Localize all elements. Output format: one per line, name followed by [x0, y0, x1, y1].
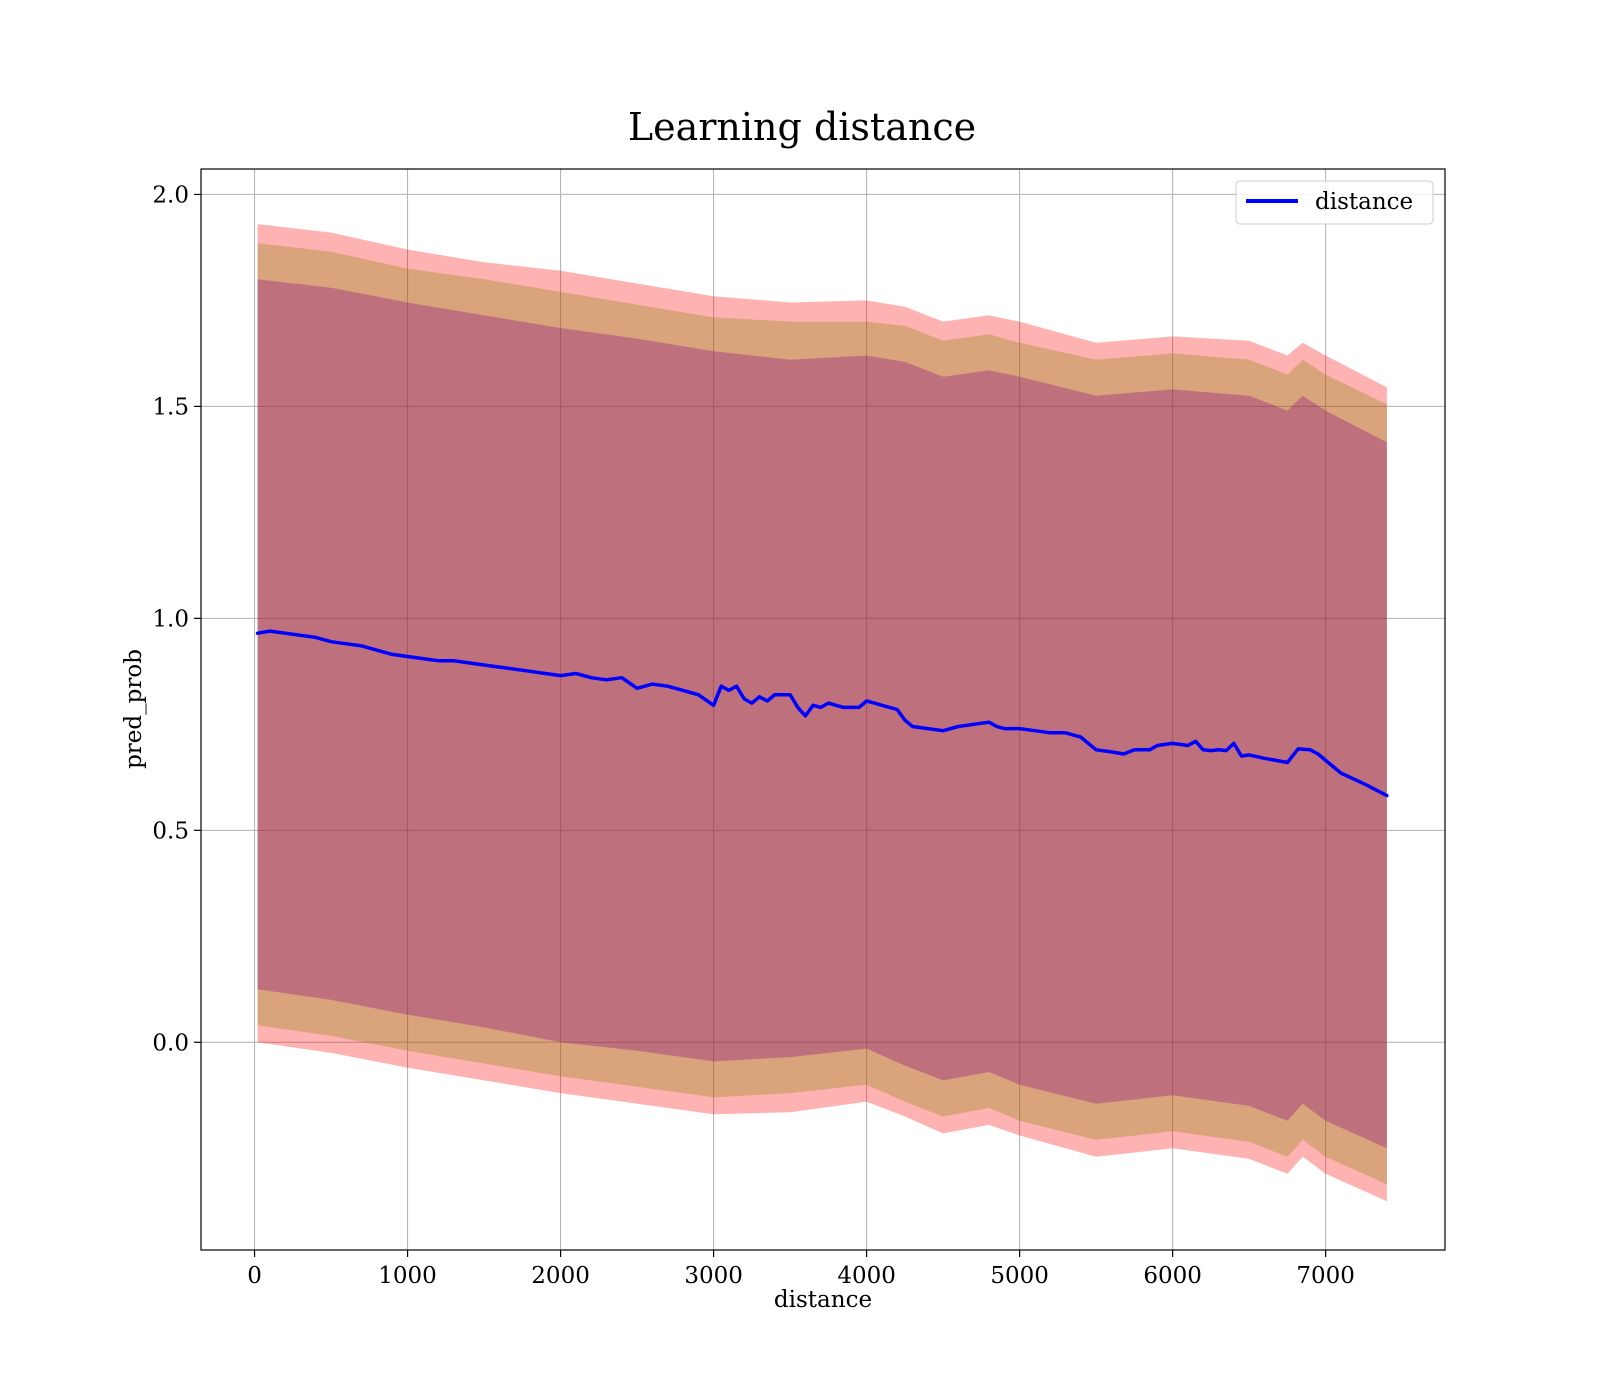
- x-tick-label-6: 6000: [1143, 1263, 1202, 1289]
- x-tick-label-7: 7000: [1296, 1263, 1355, 1289]
- y-tick-label-2: 1.0: [152, 606, 189, 632]
- x-tick-label-4: 4000: [837, 1263, 896, 1289]
- series-line-distance: [255, 629, 1389, 798]
- x-tick-label-1: 1000: [378, 1263, 437, 1289]
- band-inner: [257, 279, 1387, 1149]
- chart-title: Learning distance: [628, 105, 976, 149]
- x-tick-label-2: 2000: [531, 1263, 590, 1289]
- x-axis-label: distance: [774, 1287, 872, 1313]
- y-tick-label-1: 0.5: [152, 818, 189, 844]
- y-axis-label: pred_prob: [121, 649, 147, 769]
- y-tick-label-3: 1.5: [152, 394, 189, 420]
- legend-box: [1235, 180, 1434, 225]
- x-tick-label-5: 5000: [990, 1263, 1049, 1289]
- legend: distance: [1235, 180, 1434, 225]
- x-tick-label-3: 3000: [684, 1263, 743, 1289]
- plot-area: [201, 169, 1445, 1250]
- plot-frame: [200, 168, 1446, 1251]
- band-outer: [257, 224, 1387, 1202]
- x-tick-label-0: 0: [247, 1263, 262, 1289]
- legend-label-distance: distance: [1315, 189, 1413, 215]
- band-middle: [257, 243, 1387, 1185]
- y-tick-label-0: 0.0: [152, 1030, 189, 1056]
- y-tick-label-4: 2.0: [152, 182, 189, 208]
